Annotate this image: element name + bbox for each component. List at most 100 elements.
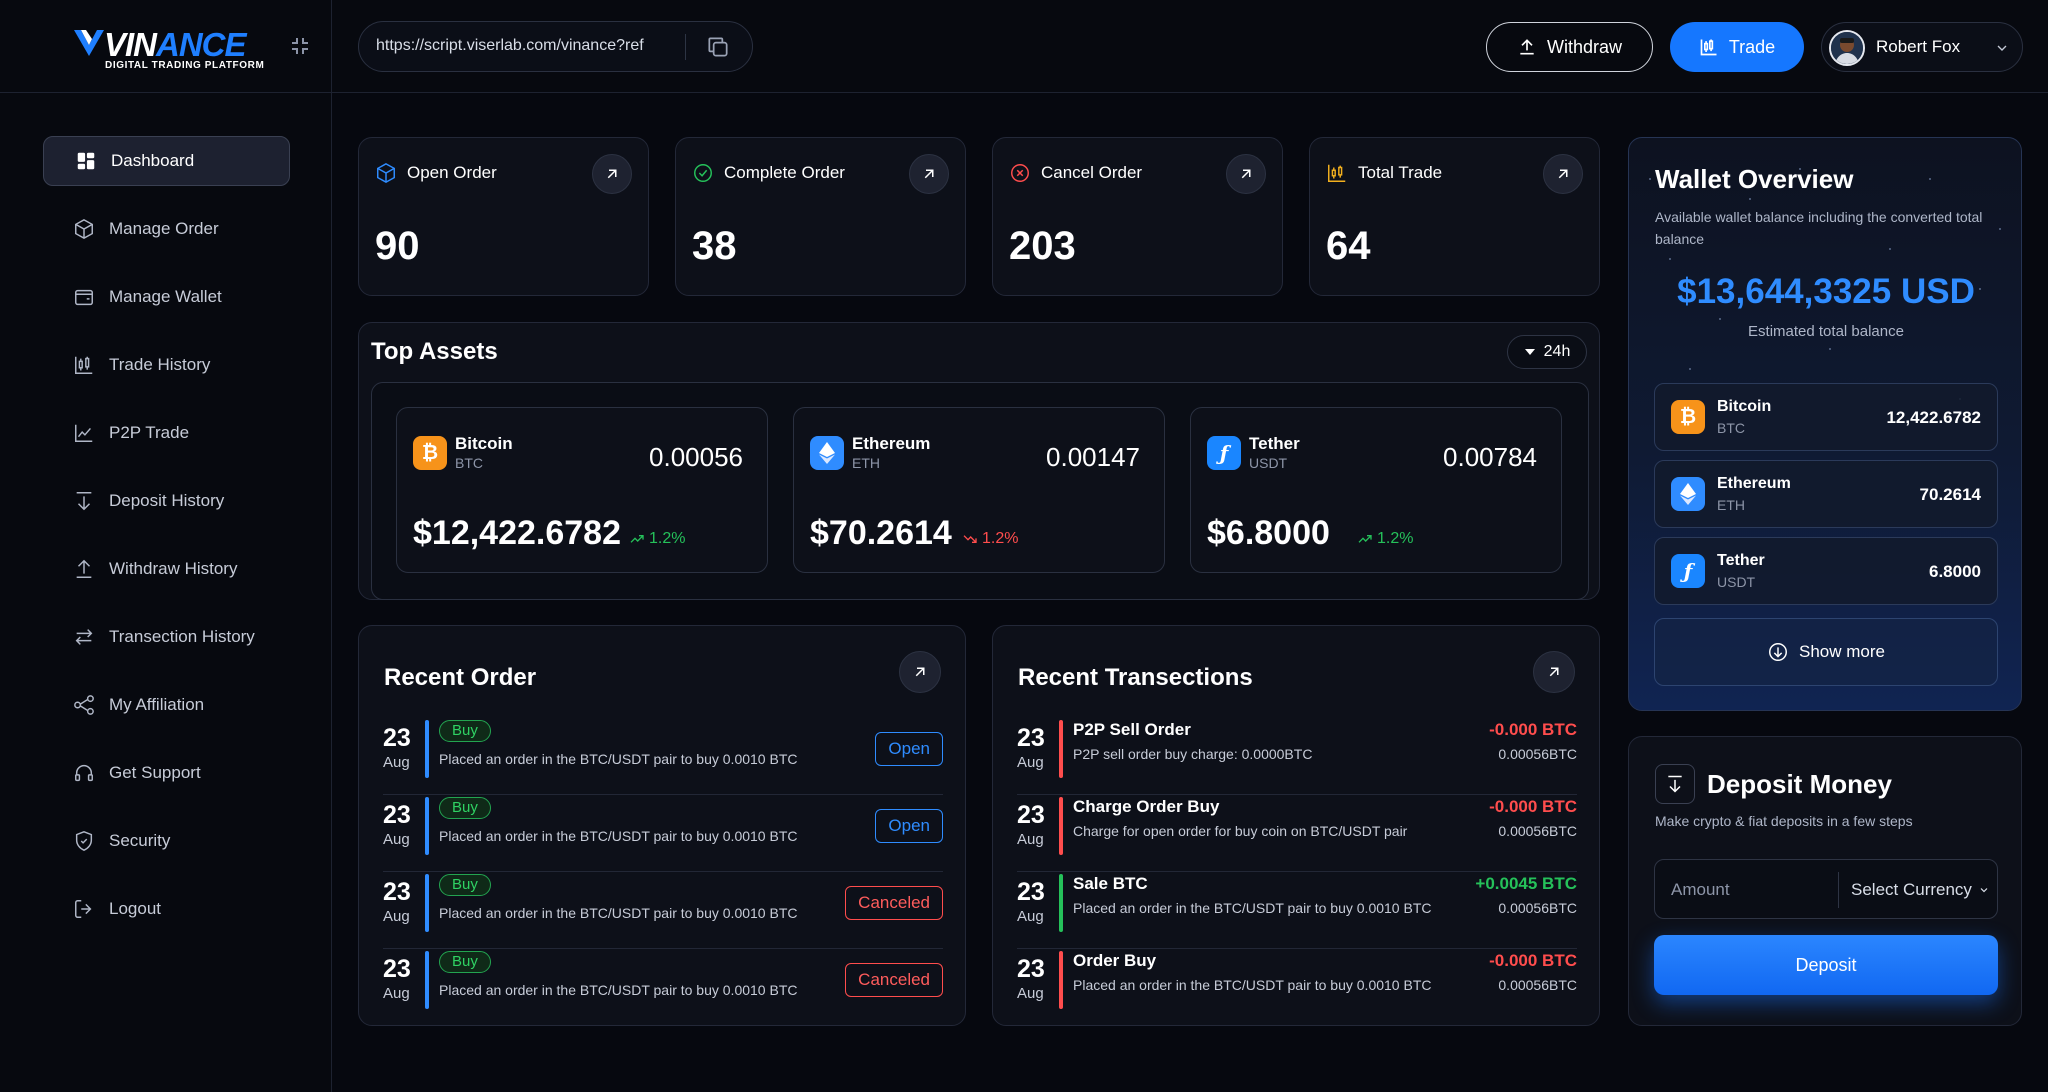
transaction-day: 23 [1017, 878, 1045, 906]
upload-icon [1520, 39, 1534, 55]
stat-value: 38 [692, 224, 737, 268]
sidebar-item-label: Deposit History [109, 491, 225, 510]
stat-label: Open Order [375, 162, 497, 184]
sidebar-item-deposit-history[interactable]: Deposit History [43, 476, 290, 526]
order-status-bar [425, 874, 429, 932]
period-select[interactable]: 24h [1507, 335, 1587, 369]
wallet-item-symbol: ETH [1717, 497, 1745, 513]
transaction-status-bar [1059, 874, 1063, 932]
cancel-order-link-button[interactable] [1226, 154, 1266, 194]
chart-icon [75, 424, 93, 442]
deposit-form-field: Amount Select Currency [1654, 859, 1998, 919]
withdraw-button[interactable]: Withdraw [1486, 22, 1653, 72]
field-divider [1838, 872, 1839, 908]
order-status-bar [425, 951, 429, 1009]
bitcoin-icon: ₿ [1671, 400, 1705, 434]
transaction-month: Aug [1017, 908, 1044, 925]
asset-name: Tether [1249, 434, 1300, 453]
trade-label: Trade [1728, 36, 1776, 57]
order-status-button[interactable]: Open [875, 809, 943, 843]
order-type-badge: Buy [439, 874, 491, 896]
logo-text-part1: VIN [104, 26, 157, 63]
asset-card-tether[interactable]: ƒ Tether USDT 0.00784 $6.8000 1.2% [1190, 407, 1562, 573]
sidebar-item-security[interactable]: Security [43, 816, 290, 866]
transaction-row: 23 Aug P2P Sell Order P2P sell order buy… [1017, 718, 1577, 795]
wallet-item-ethereum[interactable]: Ethereum ETH 70.2614 [1654, 460, 1998, 528]
user-menu[interactable]: Robert Fox [1821, 22, 2023, 72]
order-day: 23 [383, 724, 411, 752]
sidebar-item-label: P2P Trade [109, 423, 190, 442]
sidebar-item-dashboard[interactable]: Dashboard [43, 136, 290, 186]
avatar [1829, 30, 1865, 66]
wallet-item-bitcoin[interactable]: ₿ Bitcoin BTC 12,422.6782 [1654, 383, 1998, 451]
referral-url-box: https://script.viserlab.com/vinance?ref [358, 21, 753, 72]
asset-price: $12,422.6782 [413, 514, 621, 552]
wallet-item-tether[interactable]: ƒ Tether USDT 6.8000 [1654, 537, 1998, 605]
sidebar-item-withdraw-history[interactable]: Withdraw History [43, 544, 290, 594]
deposit-money-panel: Deposit Money Make crypto & fiat deposit… [1628, 736, 2022, 1026]
sidebar-item-transection-history[interactable]: Transection History [43, 612, 290, 662]
sidebar-item-label: Security [109, 831, 171, 850]
collapse-sidebar-icon[interactable] [288, 34, 312, 58]
deposit-title: Deposit Money [1707, 769, 1892, 799]
candlestick-icon [75, 356, 93, 374]
trend-up-icon [630, 535, 644, 543]
order-status-button[interactable]: Open [875, 732, 943, 766]
total-trade-link-button[interactable] [1543, 154, 1583, 194]
order-month: Aug [383, 985, 410, 1002]
sidebar-item-p2p-trade[interactable]: P2P Trade [43, 408, 290, 458]
recent-order-panel: Recent Order 23 Aug Buy Placed an order … [358, 625, 966, 1026]
currency-select[interactable]: Select Currency [1851, 880, 1990, 900]
trade-button[interactable]: Trade [1670, 22, 1804, 72]
stat-label: Total Trade [1326, 162, 1442, 184]
stat-label: Complete Order [692, 162, 845, 184]
open-order-link-button[interactable] [592, 154, 632, 194]
sidebar-item-trade-history[interactable]: Trade History [43, 340, 290, 390]
recent-transactions-link-button[interactable] [1533, 651, 1575, 693]
withdraw-label: Withdraw [1546, 36, 1622, 57]
transaction-month: Aug [1017, 754, 1044, 771]
wallet-item-value: 12,422.6782 [1886, 408, 1981, 427]
recent-order-link-button[interactable] [899, 651, 941, 693]
logo[interactable]: VINANCE DIGITAL TRADING PLATFORM [72, 22, 264, 74]
sidebar-item-my-affiliation[interactable]: My Affiliation [43, 680, 290, 730]
sidebar-item-get-support[interactable]: Get Support [43, 748, 290, 798]
deposit-desc: Make crypto & fiat deposits in a few ste… [1655, 813, 1913, 829]
transaction-amount: -0.000 BTC [1489, 797, 1577, 816]
sidebar-item-label: Withdraw History [109, 559, 238, 578]
stat-card-open-order: Open Order 90 [358, 137, 649, 296]
order-type-badge: Buy [439, 720, 491, 742]
cube-icon [377, 162, 395, 184]
order-status-button[interactable]: Canceled [845, 963, 943, 997]
asset-card-bitcoin[interactable]: ₿ Bitcoin BTC 0.00056 $12,422.6782 1.2% [396, 407, 768, 573]
sidebar-item-manage-order[interactable]: Manage Order [43, 204, 290, 254]
show-more-button[interactable]: Show more [1654, 618, 1998, 686]
sidebar-item-logout[interactable]: Logout [43, 884, 290, 934]
sidebar-item-manage-wallet[interactable]: Manage Wallet [43, 272, 290, 322]
order-day: 23 [383, 955, 411, 983]
logo-text: VINANCE [104, 26, 247, 64]
amount-input[interactable]: Amount [1671, 880, 1730, 899]
complete-order-link-button[interactable] [909, 154, 949, 194]
wallet-overview-panel: Wallet Overview Available wallet balance… [1628, 137, 2022, 711]
deposit-button[interactable]: Deposit [1654, 935, 1998, 995]
order-month: Aug [383, 754, 410, 771]
stat-value: 90 [375, 224, 420, 268]
order-month: Aug [383, 831, 410, 848]
deposit-button-label: Deposit [1795, 954, 1857, 975]
order-type-badge: Buy [439, 797, 491, 819]
show-more-label: Show more [1799, 642, 1885, 661]
copy-icon[interactable] [705, 34, 731, 60]
asset-amount: 0.00056 [649, 442, 743, 472]
arrow-up-right-icon [1241, 169, 1251, 179]
order-day: 23 [383, 801, 411, 829]
stat-label-text: Open Order [407, 163, 497, 182]
stat-label: Cancel Order [1009, 162, 1142, 184]
transaction-sub-amount: 0.00056BTC [1498, 900, 1577, 916]
transaction-sub-amount: 0.00056BTC [1498, 746, 1577, 762]
order-status-button[interactable]: Canceled [845, 886, 943, 920]
asset-card-ethereum[interactable]: Ethereum ETH 0.00147 $70.2614 1.2% [793, 407, 1165, 573]
arrow-up-right-icon [607, 169, 617, 179]
order-status-bar [425, 720, 429, 778]
asset-symbol: BTC [455, 455, 483, 471]
